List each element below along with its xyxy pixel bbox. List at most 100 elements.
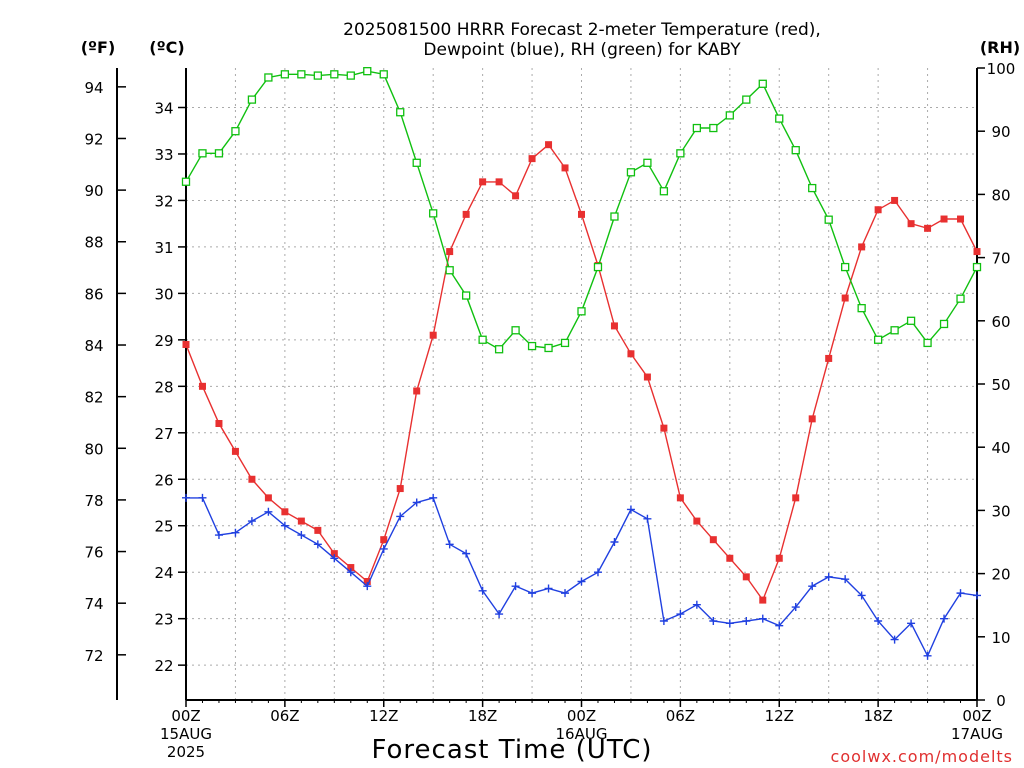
- temperature-point: [380, 536, 388, 544]
- rh-point: [643, 158, 652, 167]
- dewpoint-point: [956, 589, 965, 598]
- rh-point: [214, 149, 224, 158]
- x-tick-label: 16AUG: [556, 725, 608, 743]
- rh-point: [873, 335, 883, 344]
- temperature-point: [792, 494, 800, 502]
- dewpoint-point: [280, 521, 289, 530]
- temperature-point: [660, 424, 668, 432]
- rh-point: [412, 158, 421, 167]
- celsius-tick-label: 32: [154, 192, 173, 210]
- celsius-tick-label: 33: [154, 146, 173, 164]
- dewpoint-point: [379, 544, 388, 553]
- dewpoint-point: [742, 617, 751, 625]
- x-axis-title: Forecast Time (UTC): [371, 735, 652, 765]
- celsius-tick-label: 34: [154, 100, 173, 118]
- dewpoint-point: [758, 614, 767, 623]
- temperature-point: [297, 517, 305, 525]
- rh-tick-label: 30: [991, 502, 1010, 520]
- temperature-point: [347, 564, 355, 572]
- rh-tick-label: 10: [991, 629, 1010, 647]
- dewpoint-point: [643, 514, 652, 523]
- rh-point: [692, 123, 702, 133]
- temperature-point: [446, 248, 454, 256]
- rh-point: [972, 262, 982, 272]
- dewpoint-point: [973, 591, 981, 600]
- rh-point: [527, 341, 537, 351]
- temperature-point: [759, 596, 767, 604]
- rh-point: [544, 343, 553, 353]
- temperature-point: [957, 215, 965, 223]
- rh-point: [676, 149, 685, 158]
- rh-unit-label: (RH): [980, 38, 1020, 57]
- rh-point: [709, 123, 718, 133]
- dewpoint-point: [445, 540, 454, 549]
- dewpoint-point: [593, 568, 602, 577]
- rh-point: [775, 114, 784, 123]
- temperature-point: [940, 215, 948, 223]
- temperature-point: [429, 331, 437, 339]
- rh-point: [791, 146, 800, 155]
- x-tick-label: 2025: [167, 743, 205, 761]
- dewpoint-point: [561, 589, 570, 598]
- rh-point: [379, 70, 388, 79]
- temperature-point: [314, 526, 322, 534]
- x-tick-label: 00Z: [567, 707, 596, 725]
- source-credit: coolwx.com/modelts: [831, 747, 1013, 766]
- rh-point: [560, 338, 570, 348]
- dewpoint-point: [725, 619, 734, 628]
- dewpoint-point: [923, 651, 932, 660]
- temperature-point: [726, 554, 734, 562]
- temperature-point: [462, 210, 470, 218]
- fahrenheit-tick-label: 92: [84, 130, 103, 148]
- fahrenheit-tick-label: 74: [84, 595, 103, 613]
- dewpoint-point: [429, 493, 438, 502]
- dewpoint-point: [363, 582, 372, 591]
- rh-point: [923, 338, 932, 348]
- temperature-point: [396, 485, 404, 493]
- temperature-point: [264, 494, 272, 502]
- dewpoint-point: [297, 531, 306, 540]
- temperature-point: [363, 578, 371, 585]
- temperature-point: [858, 243, 866, 251]
- temperature-point: [561, 164, 569, 172]
- rh-point: [808, 183, 817, 193]
- temperature-point: [512, 192, 520, 200]
- dewpoint-point: [412, 498, 421, 507]
- temperature-point: [643, 373, 651, 381]
- fahrenheit-tick-label: 72: [84, 647, 103, 665]
- temperature-point: [907, 220, 915, 228]
- rh-point: [363, 67, 372, 76]
- rh-point: [198, 149, 207, 158]
- dewpoint-point: [907, 619, 916, 628]
- x-tick-label: 06Z: [666, 707, 695, 725]
- dewpoint-point: [610, 538, 619, 546]
- rh-point: [626, 168, 636, 177]
- fahrenheit-tick-label: 78: [84, 492, 103, 510]
- dewpoint-point: [313, 540, 322, 549]
- temperature-point: [215, 420, 223, 427]
- rh-tick-label: 90: [991, 123, 1010, 141]
- rh-point: [280, 70, 290, 79]
- x-tick-label: 17AUG: [951, 725, 1003, 743]
- rh-point: [297, 70, 306, 79]
- x-tick-label: 15AUG: [160, 725, 212, 743]
- dewpoint-point: [396, 512, 405, 521]
- tick-labels: 22 23 24 25 26 27 28 29 30 31 32 33 34 72 74 76 78 80 82 84…: [84, 60, 1015, 761]
- rh-tick-label: 20: [991, 566, 1010, 584]
- dewpoint-point: [214, 531, 223, 540]
- chart-title-line1: 2025081500 HRRR Forecast 2-meter Tempera…: [343, 20, 821, 40]
- chart-title-line2: Dewpoint (blue), RH (green) for KABY: [423, 40, 741, 60]
- temperature-point: [709, 536, 717, 544]
- celsius-tick-label: 29: [154, 332, 173, 350]
- temperature-point: [841, 294, 849, 302]
- fahrenheit-tick-label: 80: [84, 440, 103, 458]
- celsius-tick-label: 26: [154, 471, 173, 489]
- celsius-tick-label: 23: [154, 611, 173, 629]
- rh-point: [346, 71, 355, 80]
- dewpoint-point: [659, 617, 668, 625]
- rh-point: [956, 294, 965, 303]
- fahrenheit-tick-label: 86: [84, 285, 103, 303]
- rh-point: [330, 70, 339, 79]
- temperature-point: [479, 178, 487, 186]
